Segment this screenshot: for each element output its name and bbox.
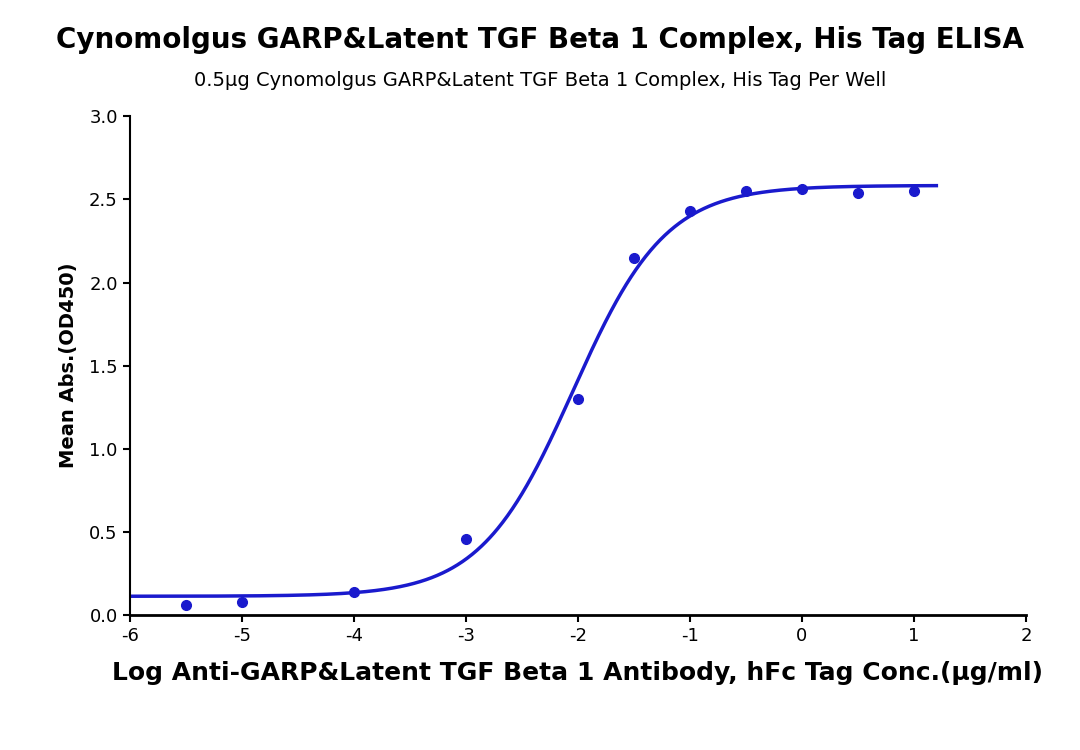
Y-axis label: Mean Abs.(OD450): Mean Abs.(OD450) <box>59 263 78 468</box>
Text: 0.5μg Cynomolgus GARP&Latent TGF Beta 1 Complex, His Tag Per Well: 0.5μg Cynomolgus GARP&Latent TGF Beta 1 … <box>193 71 887 90</box>
X-axis label: Log Anti-GARP&Latent TGF Beta 1 Antibody, hFc Tag Conc.(μg/ml): Log Anti-GARP&Latent TGF Beta 1 Antibody… <box>112 662 1043 686</box>
Text: Cynomolgus GARP&Latent TGF Beta 1 Complex, His Tag ELISA: Cynomolgus GARP&Latent TGF Beta 1 Comple… <box>56 26 1024 54</box>
